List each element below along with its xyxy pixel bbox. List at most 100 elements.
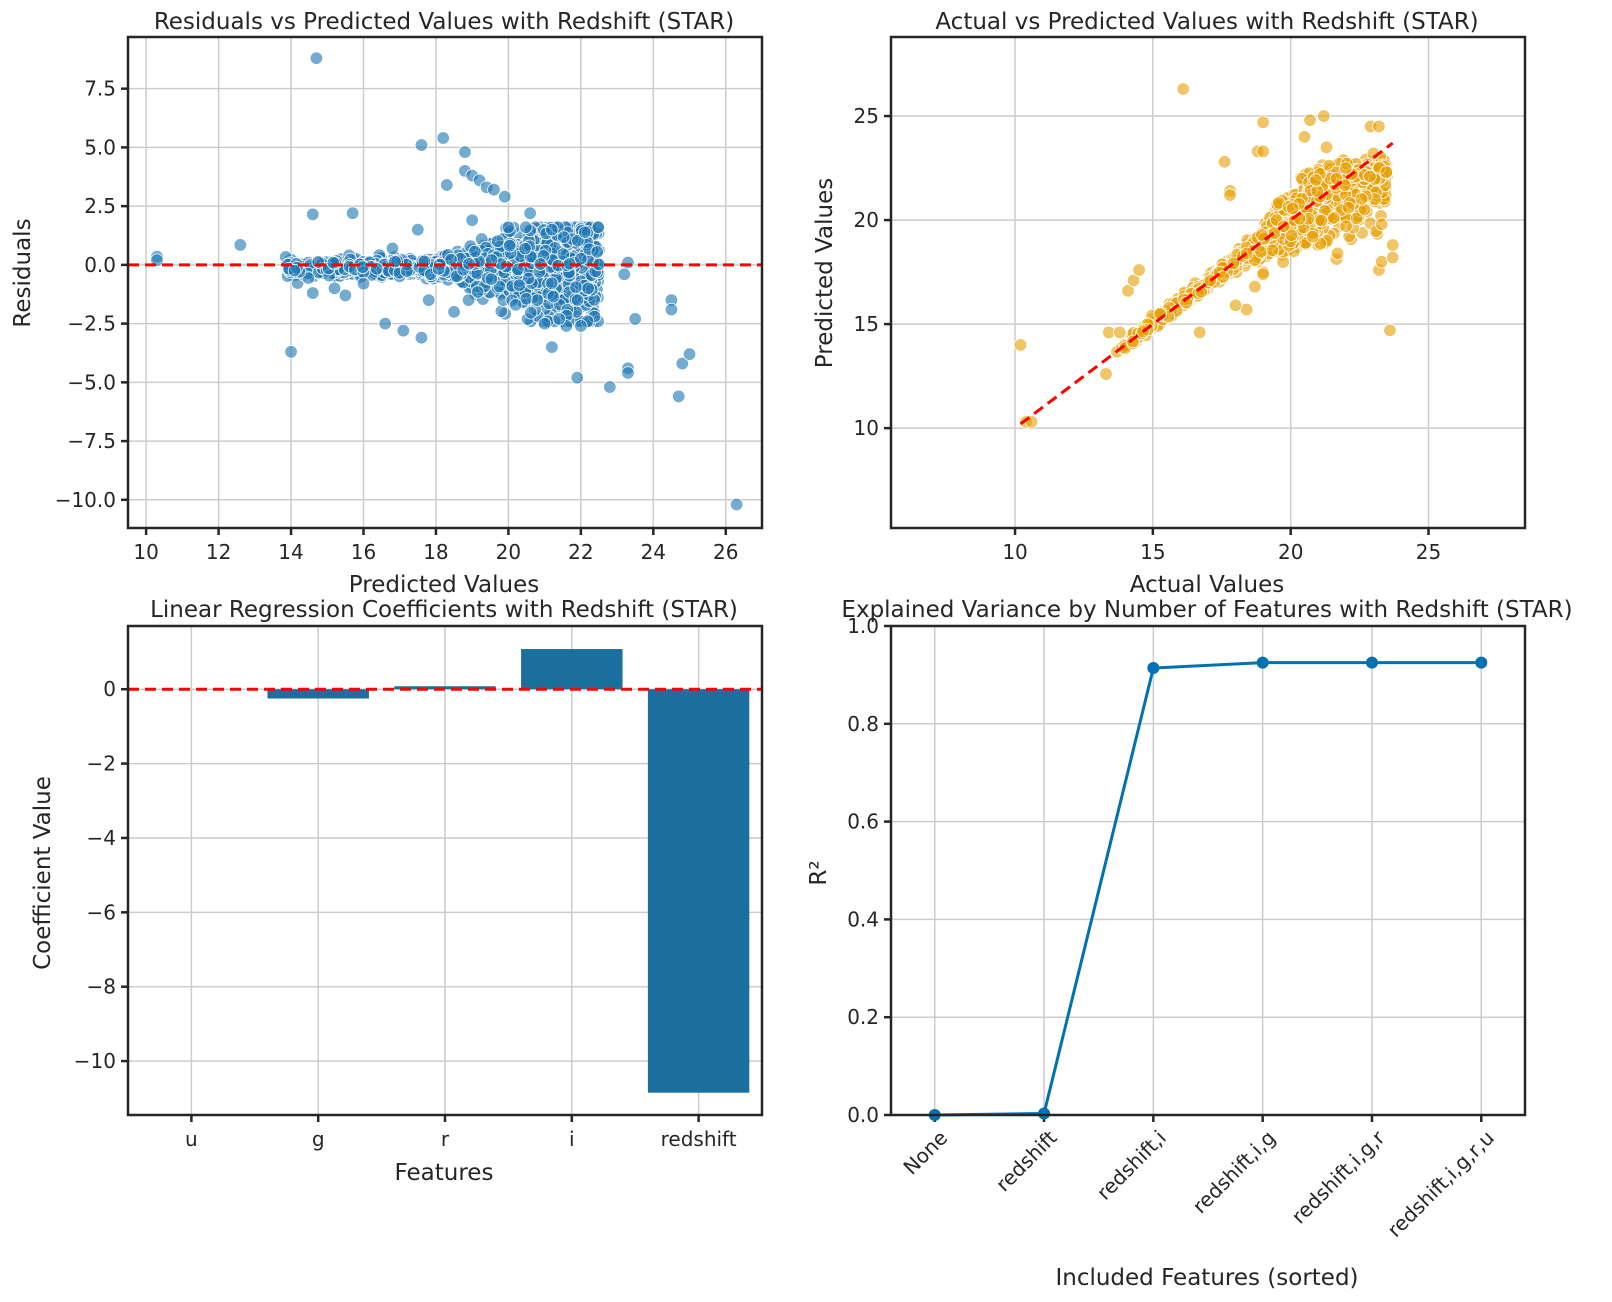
chart2-point	[1013, 338, 1028, 352]
chart3-ytick-label: −10	[74, 1049, 116, 1073]
chart4-marker-1	[1038, 1107, 1051, 1120]
chart2-point	[1339, 161, 1353, 175]
chart1-point	[396, 323, 411, 338]
chart2-xtick-label: 20	[1278, 540, 1303, 564]
chart2-point	[1385, 250, 1400, 265]
chart1-point	[570, 370, 584, 385]
chart3-ytick-label: 0	[103, 677, 116, 701]
chart4-xtick-label: redshift,i,g,r	[1287, 1125, 1390, 1228]
chart1-point	[621, 255, 635, 270]
chart2-ylabel: Predicted Values	[812, 178, 838, 368]
chart4-ytick-label: 0.6	[847, 810, 879, 834]
chart2-xtick-label: 10	[1002, 540, 1027, 564]
chart1-point	[546, 290, 561, 304]
chart1-point	[508, 298, 523, 312]
chart1-point	[569, 280, 583, 294]
chart1-point	[591, 220, 605, 235]
chart4-ylabel: R²	[806, 860, 832, 885]
chart1-point	[671, 389, 686, 404]
chart1-point	[664, 302, 679, 317]
chart3-xtick-label: redshift	[661, 1127, 737, 1151]
chart1-point	[523, 206, 537, 220]
chart4-marker-4	[1365, 656, 1378, 669]
chart4-xlabel: Included Features (sorted)	[1055, 1265, 1358, 1291]
chart4-xtick-label: redshift,i,g,r,u	[1382, 1126, 1498, 1242]
chart1-point	[436, 131, 450, 145]
chart4-ytick-label: 0.2	[847, 1005, 879, 1029]
chart2-point	[1327, 211, 1341, 225]
chart4-xtick-label: redshift	[991, 1125, 1062, 1196]
chart1-point	[400, 264, 414, 278]
chart1-point	[574, 252, 588, 266]
chart1-point	[570, 293, 585, 307]
chart3-xtick-label: u	[185, 1127, 198, 1151]
chart4-xtick-label: redshift,i	[1092, 1126, 1171, 1205]
chart1-xtick-label: 24	[641, 540, 666, 564]
chart2-point	[1216, 270, 1230, 284]
chart1-point	[557, 230, 571, 244]
chart2-point	[1193, 325, 1207, 340]
chart1-point	[682, 347, 697, 361]
chart1-point	[326, 256, 341, 270]
chart2-xtick-label: 15	[1140, 540, 1165, 564]
chart1-ylabel: Residuals	[10, 218, 36, 327]
chart2-point	[1339, 219, 1353, 233]
chart2-xtick-label: 25	[1416, 540, 1441, 564]
chart4-marker-2	[1147, 662, 1160, 675]
chart3-title: Linear Regression Coefficients with Reds…	[150, 597, 738, 623]
chart1-point	[675, 356, 689, 371]
chart1-point	[150, 253, 164, 267]
chart1-ytick-label: −5.0	[67, 370, 116, 394]
chart4-ytick-label: 0.0	[847, 1103, 879, 1127]
chart1-point	[306, 207, 320, 222]
chart2-point	[1314, 213, 1329, 228]
chart2-point	[1374, 217, 1389, 231]
chart4-xtick-label: None	[898, 1126, 952, 1180]
chart2-point	[1306, 230, 1320, 244]
chart1-ytick-label: −2.5	[67, 312, 116, 336]
chart1-point	[603, 380, 617, 394]
chart1-ytick-label: 5.0	[84, 135, 116, 159]
chart1-point	[458, 145, 472, 159]
chart3-bar-i	[521, 649, 623, 690]
chart1-point	[628, 312, 642, 326]
chart1-point	[729, 497, 744, 512]
chart2-ytick-label: 10	[854, 416, 879, 440]
chart2-point	[1256, 144, 1270, 159]
chart1-point	[503, 238, 517, 253]
chart1-xlabel: Predicted Values	[349, 572, 539, 598]
chart1-point	[545, 276, 559, 291]
chart4-ytick-label: 0.4	[847, 907, 879, 931]
chart2-point	[1256, 115, 1270, 130]
chart2-point	[1309, 173, 1323, 187]
chart1-point	[385, 241, 400, 256]
chart1-xtick-label: 12	[206, 540, 231, 564]
chart1-point	[284, 345, 298, 359]
chart1-point	[440, 178, 454, 192]
chart1-point	[484, 272, 499, 286]
chart3-xtick-label: i	[569, 1127, 575, 1151]
chart4-xtick-label: redshift,i,g	[1188, 1126, 1281, 1219]
chart1-xtick-label: 10	[133, 540, 158, 564]
chart1-title: Residuals vs Predicted Values with Redsh…	[154, 9, 734, 35]
chart2-point	[1132, 263, 1146, 277]
chart2-ytick-label: 20	[854, 208, 879, 232]
chart2-point	[1265, 243, 1280, 258]
chart1-point	[378, 316, 392, 331]
chart2-point	[1248, 279, 1262, 294]
chart1-point	[537, 316, 552, 331]
chart3-ylabel: Coefficient Value	[30, 776, 56, 970]
chart1-point	[411, 222, 425, 237]
chart1-point	[356, 276, 371, 291]
chart2-point	[1099, 367, 1113, 381]
chart4-line	[934, 661, 1482, 1117]
chart1-point	[581, 281, 595, 296]
chart2-point	[1372, 119, 1386, 134]
chart1-point	[494, 304, 509, 318]
chart1-point	[521, 271, 536, 286]
chart1-point	[338, 288, 353, 303]
chart1-point	[487, 183, 501, 197]
chart2-ytick-label: 15	[854, 312, 879, 336]
chart1-xtick-label: 18	[423, 540, 448, 564]
